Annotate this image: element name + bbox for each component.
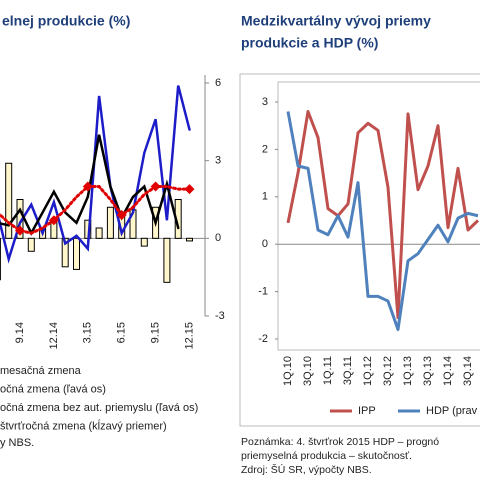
- bar: [163, 237, 171, 283]
- y-tick-label: 1: [262, 191, 268, 203]
- bar: [5, 162, 13, 239]
- marker: [150, 181, 161, 192]
- y-tick-label: 2: [262, 143, 268, 155]
- y2-tick-label: 6: [215, 77, 221, 89]
- chart-frame: [239, 73, 480, 427]
- x-tick-label: 3Q.11: [342, 356, 354, 385]
- legend-label: mesačná zmena: [0, 365, 82, 377]
- note: Poznámka: 4. štvrťrok 2015 HDP – prognó: [241, 436, 439, 448]
- y-tick-label: -1: [258, 286, 268, 298]
- marker: [116, 210, 127, 221]
- bar: [106, 206, 114, 239]
- note: Zdroj: ŠÚ SR, výpočty NBS.: [241, 463, 372, 476]
- marker: [15, 225, 25, 236]
- chart-title: elnej produkcie (%): [2, 13, 130, 29]
- x-tick-label: 12.15: [183, 322, 195, 350]
- legend-label: HDP (prav: [426, 405, 478, 417]
- note: priemyselná produkcia – skutočnosť.: [241, 450, 412, 462]
- bar: [95, 227, 103, 239]
- plot-frame: [277, 81, 480, 351]
- legend-label: očná zmena (ľavá os): [0, 383, 106, 395]
- x-tick-label: 3Q.12: [382, 356, 394, 386]
- chart-title: produkcie a HDP (%): [241, 35, 378, 51]
- bar: [61, 237, 69, 268]
- bar: [140, 237, 148, 247]
- x-tick-label: 1Q.12: [362, 356, 374, 386]
- x-tick-label: 1Q.11: [322, 356, 334, 385]
- x-tick-label: 1Q.14: [442, 356, 454, 386]
- x-tick-label: 3.15: [82, 322, 94, 343]
- marker: [82, 181, 93, 192]
- series-line: [286, 111, 479, 332]
- x-tick-label: 12.14: [48, 322, 60, 350]
- x-tick-label: 3Q.10: [302, 356, 314, 386]
- y-tick-label: -2: [258, 333, 268, 345]
- x-tick-label: 1Q.10: [282, 356, 294, 386]
- legend-label: IPP: [358, 405, 376, 417]
- source: y NBS.: [0, 437, 34, 449]
- series-line: [286, 109, 480, 320]
- y2-tick-label: 3: [215, 155, 221, 167]
- bar: [27, 237, 35, 252]
- x-tick-label: 1Q.13: [402, 356, 414, 386]
- x-tick-label: 9.15: [150, 322, 162, 343]
- x-tick-label: 9.14: [14, 322, 26, 343]
- x-tick-label: 6.15: [116, 322, 128, 343]
- y2-tick-label: -3: [215, 310, 225, 322]
- marker: [184, 184, 195, 195]
- x-tick-label: 3Q.14: [462, 356, 474, 386]
- bar: [186, 237, 193, 242]
- series-line: [0, 134, 180, 236]
- y2-tick-label: 0: [215, 232, 221, 244]
- x-tick-label: 3Q.13: [422, 356, 434, 386]
- legend-label: štvrťročná zmena (kĺzavý priemer): [0, 419, 167, 432]
- legend-label: očná zmena bez aut. priemyslu (ľavá os): [0, 402, 198, 414]
- y-tick-label: 0: [262, 238, 268, 250]
- marker: [48, 215, 59, 226]
- bar: [73, 237, 80, 270]
- chart-title: Medzikvartálny vývoj priemy: [241, 13, 431, 29]
- y-tick-label: 3: [262, 96, 268, 108]
